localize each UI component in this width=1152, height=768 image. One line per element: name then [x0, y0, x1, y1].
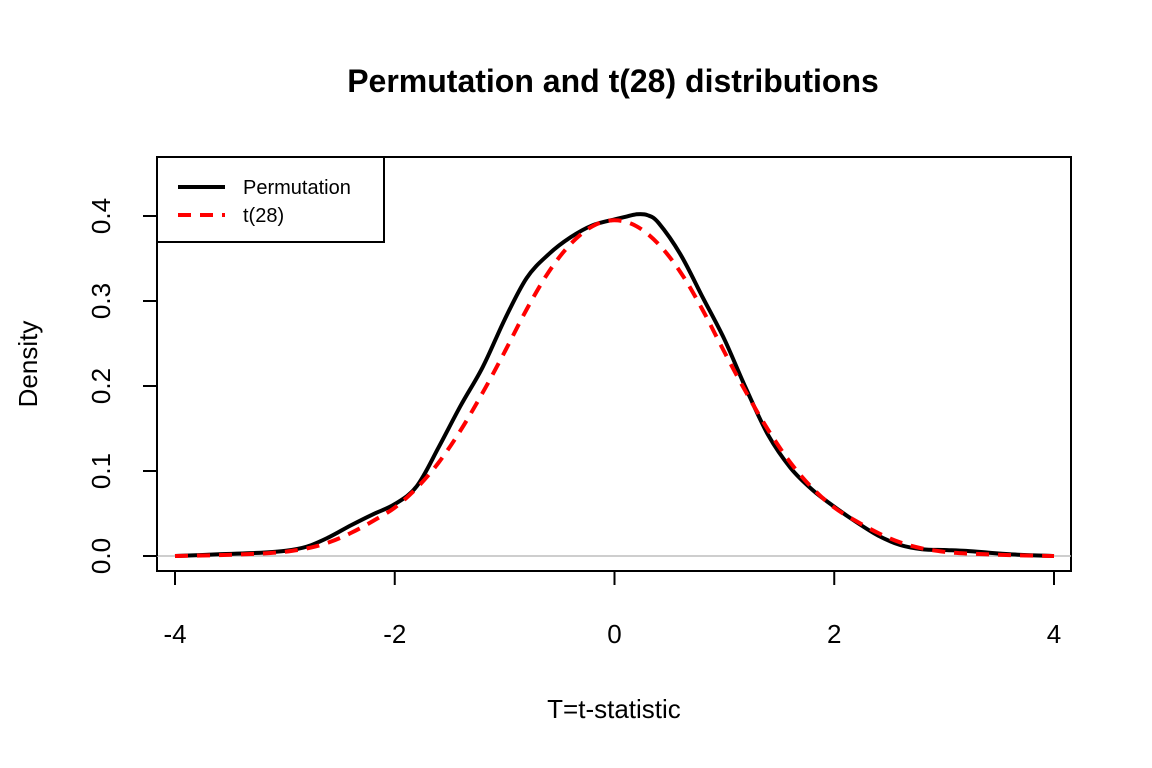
legend: Permutation t(28)	[156, 156, 385, 243]
series-line-t-28	[174, 218, 1055, 558]
x-axis-label: T=t-statistic	[547, 694, 681, 724]
legend-box	[156, 156, 385, 243]
chart-title: Permutation and t(28) distributions	[347, 63, 879, 99]
x-axis: -4 -2 0 2 4	[163, 570, 1061, 649]
legend-label-t28: t(28)	[243, 205, 284, 227]
y-axis: 0.0 0.1 0.2 0.3 0.4	[86, 198, 158, 574]
y-tick-label: 0.3	[86, 283, 116, 319]
series-layer	[174, 212, 1055, 558]
y-axis-label: Density	[13, 321, 43, 408]
x-tick-label: 2	[827, 619, 841, 649]
y-tick-label: 0.0	[86, 538, 116, 574]
y-tick-label: 0.2	[86, 368, 116, 404]
y-tick-label: 0.4	[86, 198, 116, 234]
x-tick-label: -2	[383, 619, 406, 649]
y-tick-label: 0.1	[86, 453, 116, 489]
x-tick-label: 0	[607, 619, 621, 649]
legend-label-permutation: Permutation	[243, 177, 351, 199]
x-tick-label: -4	[163, 619, 186, 649]
series-line-permutation	[174, 212, 1055, 558]
x-tick-label: 4	[1047, 619, 1061, 649]
